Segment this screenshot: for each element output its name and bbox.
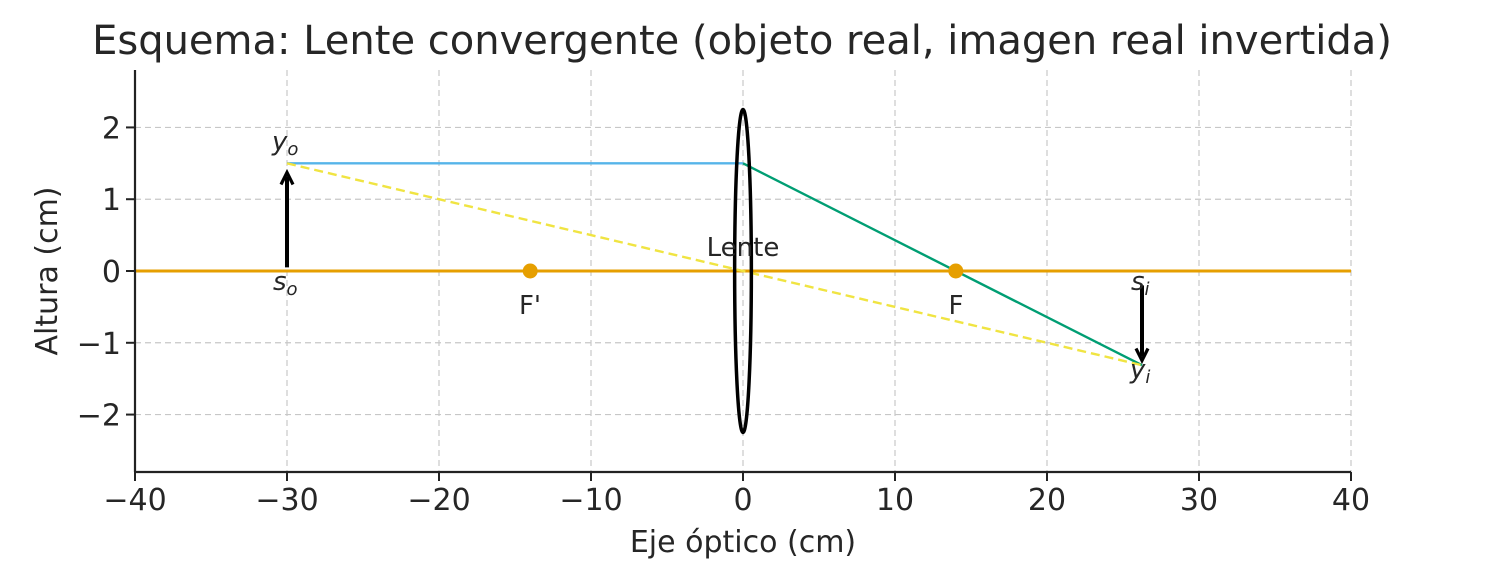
x-tick-label: −10 <box>559 483 622 518</box>
focal-point-right <box>948 263 964 279</box>
annotation-layer: Lente F' F yo so si yi <box>271 127 1150 388</box>
y-tick-label: 2 <box>102 111 121 146</box>
x-tick-label: 20 <box>1028 483 1066 518</box>
image-arrow-head <box>1134 347 1150 365</box>
x-tick-label: 30 <box>1180 483 1218 518</box>
label-s-o: so <box>273 267 298 300</box>
x-tick-label: −30 <box>255 483 318 518</box>
label-s-o-base: s <box>273 267 287 297</box>
label-y-i: yi <box>1129 355 1150 388</box>
chart-title: Esquema: Lente convergente (objeto real,… <box>92 18 1392 64</box>
label-y-o-sub: o <box>287 139 298 160</box>
label-s-i-base: s <box>1131 267 1145 297</box>
x-tick-label: 10 <box>876 483 914 518</box>
x-tick-label: −20 <box>407 483 470 518</box>
label-y-o-base: y <box>271 127 288 157</box>
x-axis-label: Eje óptico (cm) <box>630 525 856 560</box>
series-layer <box>135 162 1351 367</box>
object-arrow-head <box>279 168 295 186</box>
y-tick-label: −2 <box>77 399 121 434</box>
label-y-i-base: y <box>1129 355 1146 385</box>
y-tick-label: −1 <box>77 327 121 362</box>
y-axis-label: Altura (cm) <box>30 186 65 355</box>
x-tick-label: 40 <box>1332 483 1370 518</box>
y-tick-label: 0 <box>102 255 121 290</box>
focal-label-right: F <box>949 291 964 321</box>
ray-center-line <box>286 162 1143 367</box>
label-s-i-sub: i <box>1145 279 1150 300</box>
label-y-o: yo <box>271 127 298 160</box>
x-tick-label: 0 <box>733 483 752 518</box>
label-s-i: si <box>1131 267 1150 300</box>
lens-ellipse <box>732 107 754 435</box>
lens-label: Lente <box>707 233 780 263</box>
x-tick-label: −40 <box>103 483 166 518</box>
y-tick-label: 1 <box>102 183 121 218</box>
object-layer <box>279 107 1150 435</box>
label-y-i-sub: i <box>1145 367 1150 388</box>
focal-point-left <box>522 263 538 279</box>
label-s-o-sub: o <box>287 279 298 300</box>
focal-label-left: F' <box>519 291 541 321</box>
ray-refracted-line <box>742 162 1143 367</box>
